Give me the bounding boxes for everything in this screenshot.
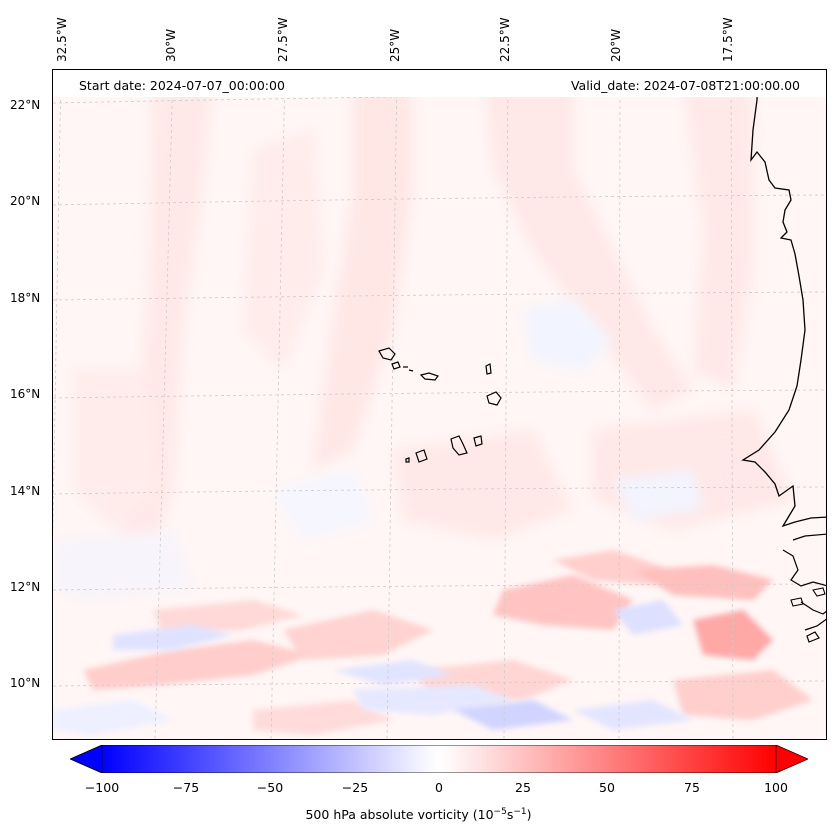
light-negative-patches	[53, 300, 703, 600]
lat-label-20n: 20°N	[10, 194, 41, 208]
lat-label-10n: 10°N	[10, 676, 41, 690]
lon-label-22-5w: 22.5°W	[498, 17, 512, 62]
graticule	[53, 70, 826, 739]
colorbar-label: 500 hPa absolute vorticity (10−5s−1)	[0, 807, 837, 822]
bissau-islands	[790, 587, 826, 607]
african-coastline	[741, 70, 826, 528]
header-box	[53, 70, 826, 97]
cbar-tick-neg25: −25	[341, 780, 369, 795]
lat-label-18n: 18°N	[10, 291, 41, 305]
colorbar-label-mid: s	[506, 807, 514, 823]
cbar-tick-100: 100	[764, 780, 788, 795]
negative-bands	[53, 600, 693, 735]
lat-label-16n: 16°N	[10, 387, 41, 401]
lon-label-20w: 20°W	[609, 28, 623, 62]
colorbar	[69, 744, 809, 777]
colorbar-label-end: )	[526, 807, 532, 823]
lat-label-14n: 14°N	[10, 484, 41, 498]
cbar-tick-75: 75	[684, 780, 700, 795]
cbar-tick-neg50: −50	[256, 780, 284, 795]
lon-label-27-5w: 27.5°W	[276, 17, 290, 62]
colorbar-svg	[69, 744, 809, 777]
colorbar-gradient	[101, 744, 777, 774]
lon-label-30w: 30°W	[164, 28, 178, 62]
vorticity-field	[53, 70, 826, 739]
colorbar-min-arrow	[69, 744, 103, 774]
colorbar-label-exp2: −1	[513, 807, 527, 817]
gambia-coast	[782, 533, 826, 643]
vorticity-map: Start date: 2024-07-07_00:00:00 Valid_da…	[52, 69, 827, 740]
valid-date-label: Valid_date: 2024-07-08T21:00:00.00	[570, 78, 800, 93]
colorbar-label-main: 500 hPa absolute vorticity (10	[305, 807, 494, 823]
lon-label-17-5w: 17.5°W	[721, 17, 735, 62]
cbar-tick-neg100: −100	[84, 780, 120, 795]
lon-label-25w: 25°W	[388, 28, 402, 62]
cape-verde-islands	[378, 347, 502, 463]
cbar-tick-neg75: −75	[172, 780, 200, 795]
cbar-tick-50: 50	[599, 780, 615, 795]
cbar-tick-0: 0	[435, 780, 443, 795]
start-date-label: Start date: 2024-07-07_00:00:00	[79, 78, 285, 93]
colorbar-label-exp1: −5	[493, 807, 507, 817]
lat-label-22n: 22°N	[10, 98, 41, 112]
lon-label-32-5w: 32.5°W	[55, 17, 69, 62]
colorbar-max-arrow	[775, 744, 809, 774]
cbar-tick-25: 25	[515, 780, 531, 795]
lat-label-12n: 12°N	[10, 580, 41, 594]
